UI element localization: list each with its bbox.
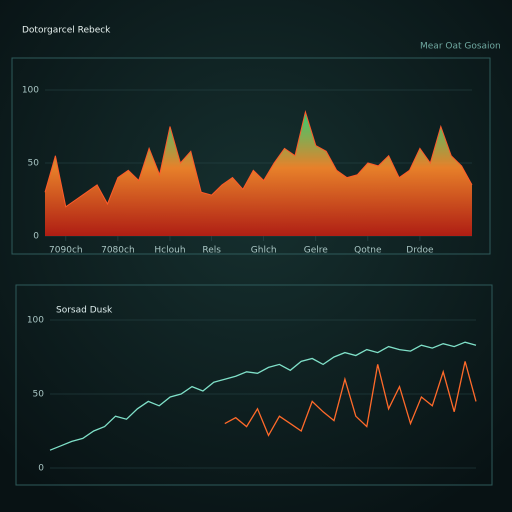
- line: [49, 341, 477, 451]
- line: [224, 361, 477, 437]
- y-tick-label: 50: [28, 159, 40, 169]
- x-tick-label: 7090ch: [49, 246, 83, 256]
- x-tick-label: Gelre: [304, 246, 329, 256]
- x-tick-label: Rels: [202, 246, 221, 256]
- y-tick-label: 100: [27, 316, 44, 326]
- area: [45, 111, 472, 236]
- x-tick-label: 7080ch: [101, 246, 135, 256]
- x-tick-label: Drdoe: [406, 246, 434, 256]
- panel-top: [11, 57, 491, 255]
- chart-subtitle: Mear Oat Gosaion: [420, 42, 501, 52]
- x-tick-label: Qotne: [354, 246, 382, 256]
- y-tick-label: 100: [22, 86, 39, 96]
- chart-title: Sorsad Dusk: [56, 306, 113, 316]
- x-tick-label: Ghlch: [251, 246, 277, 256]
- x-tick-label: Hclouh: [154, 246, 185, 256]
- y-tick-label: 0: [33, 232, 39, 242]
- chart-title: Dotorgarcel Rebeck: [22, 26, 111, 36]
- y-tick-label: 50: [33, 390, 45, 400]
- y-tick-label: 0: [38, 464, 44, 474]
- panel-bottom: [15, 284, 493, 486]
- line: [44, 110, 473, 208]
